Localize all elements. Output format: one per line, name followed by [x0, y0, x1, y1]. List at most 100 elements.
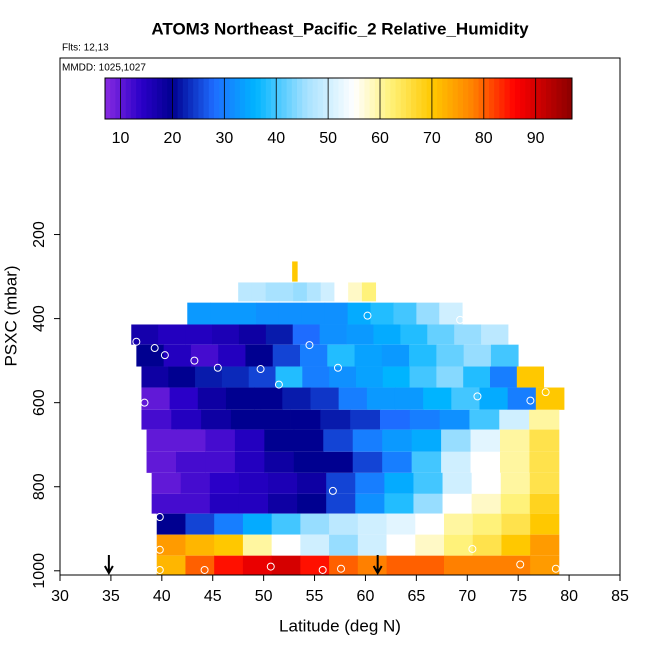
heat-cell: [238, 472, 269, 494]
heat-cell: [357, 534, 387, 556]
heat-cell: [275, 366, 303, 388]
arrow: [372, 555, 383, 576]
colorbar-swatch: [213, 78, 220, 119]
sample-point: [266, 562, 275, 571]
heat-cell: [500, 429, 530, 452]
colorbar-swatch: [260, 78, 267, 119]
heat-cell: [146, 451, 177, 473]
heat-cell: [131, 324, 159, 345]
colorbar-swatch: [333, 78, 339, 119]
colorbar-swatch: [172, 78, 179, 119]
colorbar-swatch: [110, 78, 116, 119]
x-tick-label: 70: [458, 588, 476, 605]
y-tick-label: 200: [31, 221, 48, 248]
sample-point: [200, 565, 209, 574]
sample-point: [318, 565, 327, 574]
colorbar-swatch: [239, 78, 246, 119]
heat-cell: [479, 387, 509, 410]
y-tick-label: 400: [31, 305, 48, 332]
colorbar-swatch: [514, 78, 521, 119]
heat-cell: [302, 366, 330, 388]
colorbar-swatch: [146, 78, 153, 119]
colorbar-swatch: [162, 78, 168, 119]
colorbar-swatch: [156, 78, 163, 119]
chart-title: ATOM3 Northeast_Pacific_2 Relative_Humid…: [151, 19, 529, 38]
heat-cell: [185, 555, 215, 575]
heat-cell: [436, 366, 464, 388]
heat-cell: [300, 513, 330, 535]
heat-cell: [471, 472, 502, 494]
sample-point: [551, 564, 560, 573]
colorbar-swatch: [540, 78, 547, 119]
colorbar-swatch: [182, 78, 189, 119]
colorbar-swatch: [322, 78, 329, 119]
colorbar-swatch: [224, 78, 231, 119]
heat-cell: [319, 324, 347, 345]
heat-cell: [271, 555, 301, 575]
heat-cell: [400, 324, 428, 345]
x-tick-label: 85: [611, 588, 629, 605]
heat-cell: [297, 493, 327, 514]
heat-cell: [245, 344, 274, 367]
heat-cell: [469, 409, 500, 430]
colorbar-swatch: [431, 78, 438, 119]
heat-cell: [300, 534, 330, 556]
heat-cell: [355, 472, 385, 494]
sample-point: [305, 341, 314, 350]
colorbar-swatch: [421, 78, 428, 119]
colorbar-swatch: [478, 78, 485, 119]
heat-cell: [238, 282, 253, 302]
heat-cell: [411, 429, 442, 452]
colorbar-swatch: [343, 78, 350, 119]
colorbar-swatch: [271, 78, 277, 119]
heat-cell: [234, 429, 265, 452]
sample-point: [150, 344, 159, 353]
heat-cell: [279, 282, 294, 302]
colorbar-swatch: [265, 78, 272, 119]
colorbar-tick-label: 70: [423, 130, 441, 147]
colorbar-swatch: [551, 78, 557, 119]
heat-cell: [393, 302, 417, 325]
y-axis-label: PSXC (mbar): [1, 265, 20, 366]
heat-cell: [176, 429, 206, 452]
heat-cell: [271, 513, 301, 535]
heat-cell: [180, 472, 211, 494]
heat-cell: [260, 409, 291, 430]
colorbar-swatch: [364, 78, 371, 119]
x-tick-label: 40: [153, 588, 171, 605]
sample-point: [213, 363, 222, 372]
heat-cell: [290, 409, 321, 430]
colorbar-swatch: [229, 78, 236, 119]
heat-cell: [384, 472, 414, 494]
heat-cell: [451, 387, 480, 410]
heat-cell: [169, 387, 199, 410]
heat-cell: [382, 366, 410, 388]
heat-cell: [338, 387, 368, 410]
colorbar-swatch: [468, 78, 474, 119]
heat-cell: [168, 366, 196, 388]
colorbar-swatch: [115, 78, 122, 119]
heat-cell: [442, 472, 473, 494]
heat-cell: [386, 534, 416, 556]
colorbar-swatch: [400, 78, 407, 119]
heat-cell: [352, 451, 383, 473]
colorbar-swatch: [473, 78, 480, 119]
heat-cell: [176, 451, 206, 473]
colorbar-swatch: [561, 78, 568, 119]
colorbar-swatch: [416, 78, 423, 119]
colorbar-swatch: [390, 78, 397, 119]
heat-cell: [366, 387, 396, 410]
heat-cell: [352, 429, 383, 452]
x-tick-label: 60: [357, 588, 375, 605]
heat-cell: [516, 366, 545, 388]
heat-cell: [535, 387, 565, 410]
colorbar-swatch: [520, 78, 526, 119]
heat-cell: [444, 555, 474, 575]
heat-cell: [530, 534, 560, 556]
heat-cell: [271, 534, 301, 556]
heat-cell: [427, 324, 455, 345]
colorbar-tick-label: 40: [267, 130, 285, 147]
colorbar-swatch: [296, 78, 303, 119]
plot-frame: [59, 57, 621, 576]
colorbar-swatch: [219, 78, 225, 119]
